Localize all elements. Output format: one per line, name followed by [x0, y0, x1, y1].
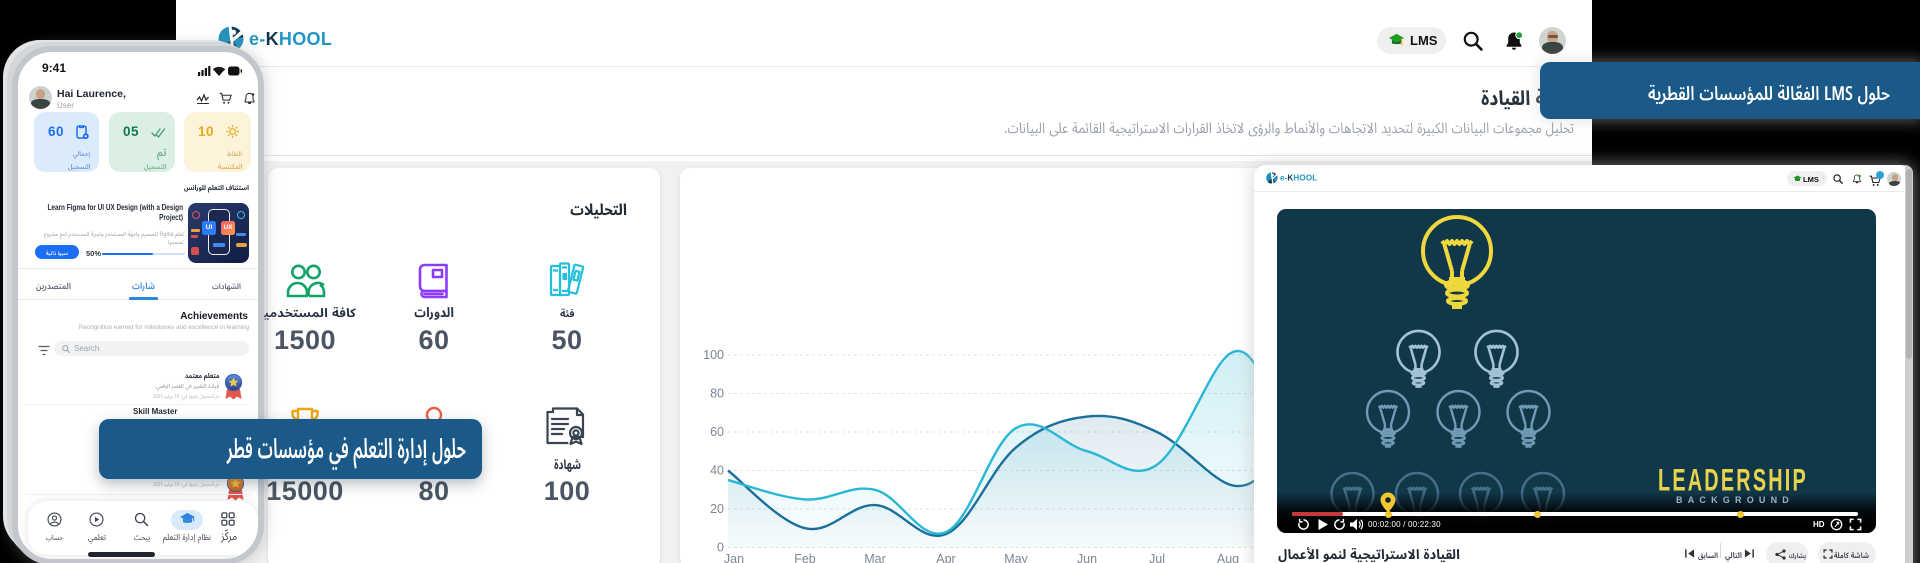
- svg-text:60: 60: [710, 425, 724, 439]
- svg-text:Aug: Aug: [1217, 552, 1239, 563]
- svg-text:Mar: Mar: [864, 552, 886, 563]
- svg-text:Feb: Feb: [794, 552, 816, 563]
- svg-text:May: May: [1004, 552, 1028, 563]
- svg-text:Jan: Jan: [724, 552, 744, 563]
- svg-text:20: 20: [710, 502, 724, 516]
- svg-text:80: 80: [710, 387, 724, 401]
- svg-text:40: 40: [710, 464, 724, 478]
- svg-text:0: 0: [717, 541, 724, 555]
- svg-text:100: 100: [703, 348, 724, 362]
- svg-text:Apr: Apr: [936, 552, 955, 563]
- svg-text:Jun: Jun: [1077, 552, 1097, 563]
- svg-text:Jul: Jul: [1149, 552, 1165, 563]
